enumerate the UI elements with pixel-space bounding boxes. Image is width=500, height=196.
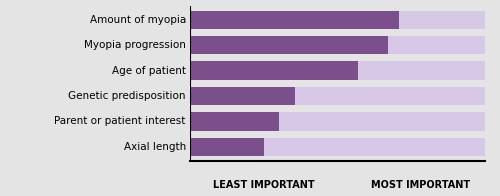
Bar (190, 138, 485, 156)
Bar (190, 62, 358, 80)
Bar (190, 11, 485, 29)
Bar (190, 87, 485, 105)
Bar (190, 11, 400, 29)
Bar (190, 138, 264, 156)
Text: MOST IMPORTANT: MOST IMPORTANT (370, 180, 470, 190)
Bar (190, 36, 485, 54)
Text: LEAST IMPORTANT: LEAST IMPORTANT (213, 180, 314, 190)
Bar (190, 112, 485, 131)
Bar (190, 62, 485, 80)
Bar (190, 112, 278, 131)
Bar (190, 36, 388, 54)
Bar (190, 87, 294, 105)
